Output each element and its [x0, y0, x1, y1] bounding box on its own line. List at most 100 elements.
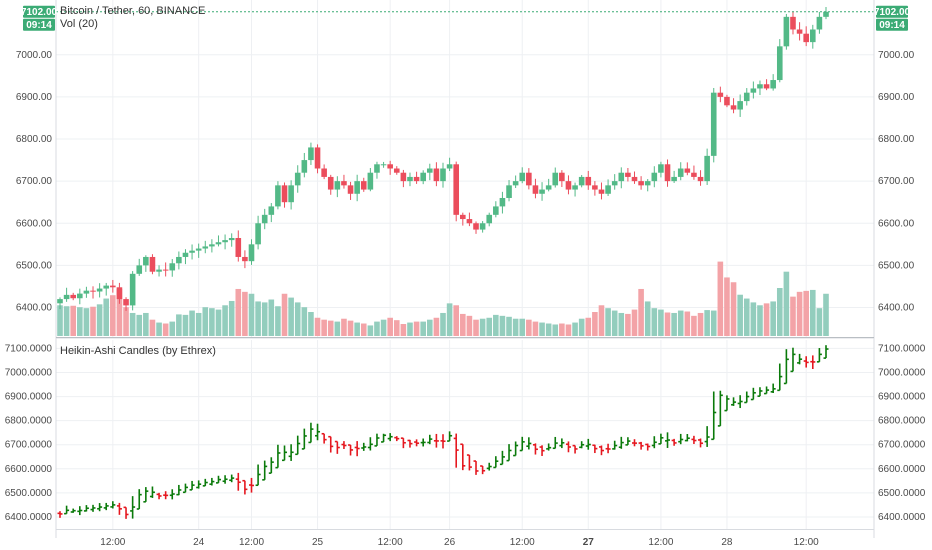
candle-body: [156, 269, 162, 272]
candle-body: [598, 189, 605, 194]
x-tick-label: 12:00: [100, 537, 125, 548]
candle-body: [281, 185, 288, 203]
y-tick-label-left: 6400.00: [16, 303, 53, 314]
volume-bar: [757, 305, 763, 336]
symbol-title[interactable]: Bitcoin / Tether, 60, BINANCE: [60, 5, 205, 17]
candle-body: [123, 299, 129, 306]
volume-bar: [803, 290, 809, 336]
left-price-axis[interactable]: 7000.00 6900.00 6800.00 6700.00 6600.00 6500.…: [16, 50, 53, 314]
candle-body: [460, 214, 466, 220]
candle-body: [757, 84, 763, 89]
candle-body: [803, 33, 809, 43]
candle-body: [809, 29, 816, 43]
y-tick-label-right: 6400.00: [878, 303, 915, 314]
volume-bars: [57, 261, 829, 336]
candle-body: [790, 16, 796, 30]
x-tick-label: 12:00: [794, 537, 819, 548]
time-axis[interactable]: 12:00 24 12:00 25 12:00 26 12:00 27 12:00 28 12:00: [100, 537, 819, 548]
volume-bar: [466, 315, 473, 336]
volume-bar: [816, 308, 823, 336]
candle-body: [327, 176, 334, 190]
volume-bar: [644, 301, 651, 336]
volume-bar: [783, 271, 790, 336]
candle-body: [182, 252, 189, 257]
candle-body: [677, 168, 684, 177]
candle-body: [110, 285, 116, 288]
volume-bar: [697, 312, 704, 336]
volume-bar: [195, 312, 202, 336]
candle-body: [334, 181, 341, 190]
candle-body: [347, 185, 354, 194]
y-tick-label-left: 6500.00: [16, 260, 53, 271]
right-countdown-tag: 09:14: [876, 18, 908, 31]
volume-bar: [809, 289, 816, 336]
volume-legend[interactable]: Vol (20): [60, 18, 98, 30]
ind-y-tick-label-right: 7100.0000: [878, 343, 926, 354]
candle-body: [611, 181, 618, 186]
candle-body: [493, 206, 499, 215]
candle-body: [783, 16, 790, 47]
candle-body: [539, 189, 545, 194]
volume-bar: [519, 318, 526, 336]
heikin-ashi-bars[interactable]: [57, 345, 829, 519]
volume-bar: [162, 323, 169, 336]
candle-body: [413, 176, 420, 182]
y-tick-label-left: 6700.00: [16, 176, 53, 187]
candle-body: [367, 172, 374, 190]
candle-body: [301, 160, 308, 173]
ind-y-tick-label-left: 6700.0000: [5, 440, 53, 451]
candle-body: [664, 164, 671, 182]
right-price-axis[interactable]: 7000.00 6900.00 6800.00 6700.00 6600.00 6500.…: [878, 50, 915, 314]
candle-body: [420, 172, 426, 182]
volume-bar: [77, 307, 83, 336]
volume-bar: [294, 302, 301, 336]
candle-body: [77, 293, 83, 299]
ind-y-tick-label-left: 6600.0000: [5, 464, 53, 475]
left-indicator-axis[interactable]: 7100.0000 7000.0000 6900.0000 6800.0000 6700…: [5, 343, 53, 523]
right-countdown-text: 09:14: [879, 20, 905, 31]
volume-bar: [288, 297, 294, 336]
volume-bar: [83, 308, 90, 336]
volume-bar: [255, 301, 261, 336]
volume-bar: [169, 321, 176, 336]
volume-bar: [110, 295, 116, 336]
candle-body: [176, 256, 182, 264]
price-candles[interactable]: [57, 6, 829, 311]
candle-body: [743, 92, 750, 102]
x-tick-label: 28: [721, 537, 733, 548]
volume-bar: [182, 314, 189, 336]
candle-body: [321, 168, 327, 177]
volume-bar: [552, 324, 559, 336]
volume-bar: [750, 302, 757, 336]
volume-bar: [598, 305, 605, 336]
volume-bar: [578, 318, 585, 336]
candle-body: [90, 290, 96, 292]
volume-bar: [704, 310, 710, 336]
volume-bar: [545, 323, 552, 336]
candle-body: [407, 176, 413, 182]
candle-body: [169, 263, 176, 271]
candle-body: [704, 155, 710, 182]
volume-bar: [684, 311, 691, 336]
volume-bar: [625, 313, 631, 336]
volume-bar: [156, 322, 162, 336]
candle-body: [129, 273, 136, 306]
volume-bar: [314, 317, 321, 336]
y-tick-label-left: 7000.00: [16, 50, 53, 61]
volume-bar: [539, 322, 545, 336]
candle-body: [512, 181, 519, 186]
right-indicator-axis[interactable]: 7100.0000 7000.0000 6900.0000 6800.0000 6700…: [878, 343, 926, 523]
candle-body: [796, 29, 803, 34]
candle-body: [308, 147, 314, 161]
candle-body: [572, 185, 578, 190]
candle-body: [63, 294, 70, 300]
candle-body: [651, 172, 658, 182]
volume-bar: [407, 322, 413, 336]
volume-bar: [321, 319, 327, 336]
indicator-title[interactable]: Heikin-Ashi Candles (by Ethrex): [60, 345, 216, 357]
y-tick-label-left: 6600.00: [16, 218, 53, 229]
volume-bar: [664, 312, 671, 336]
candle-body: [228, 238, 235, 241]
volume-bar: [823, 293, 829, 336]
